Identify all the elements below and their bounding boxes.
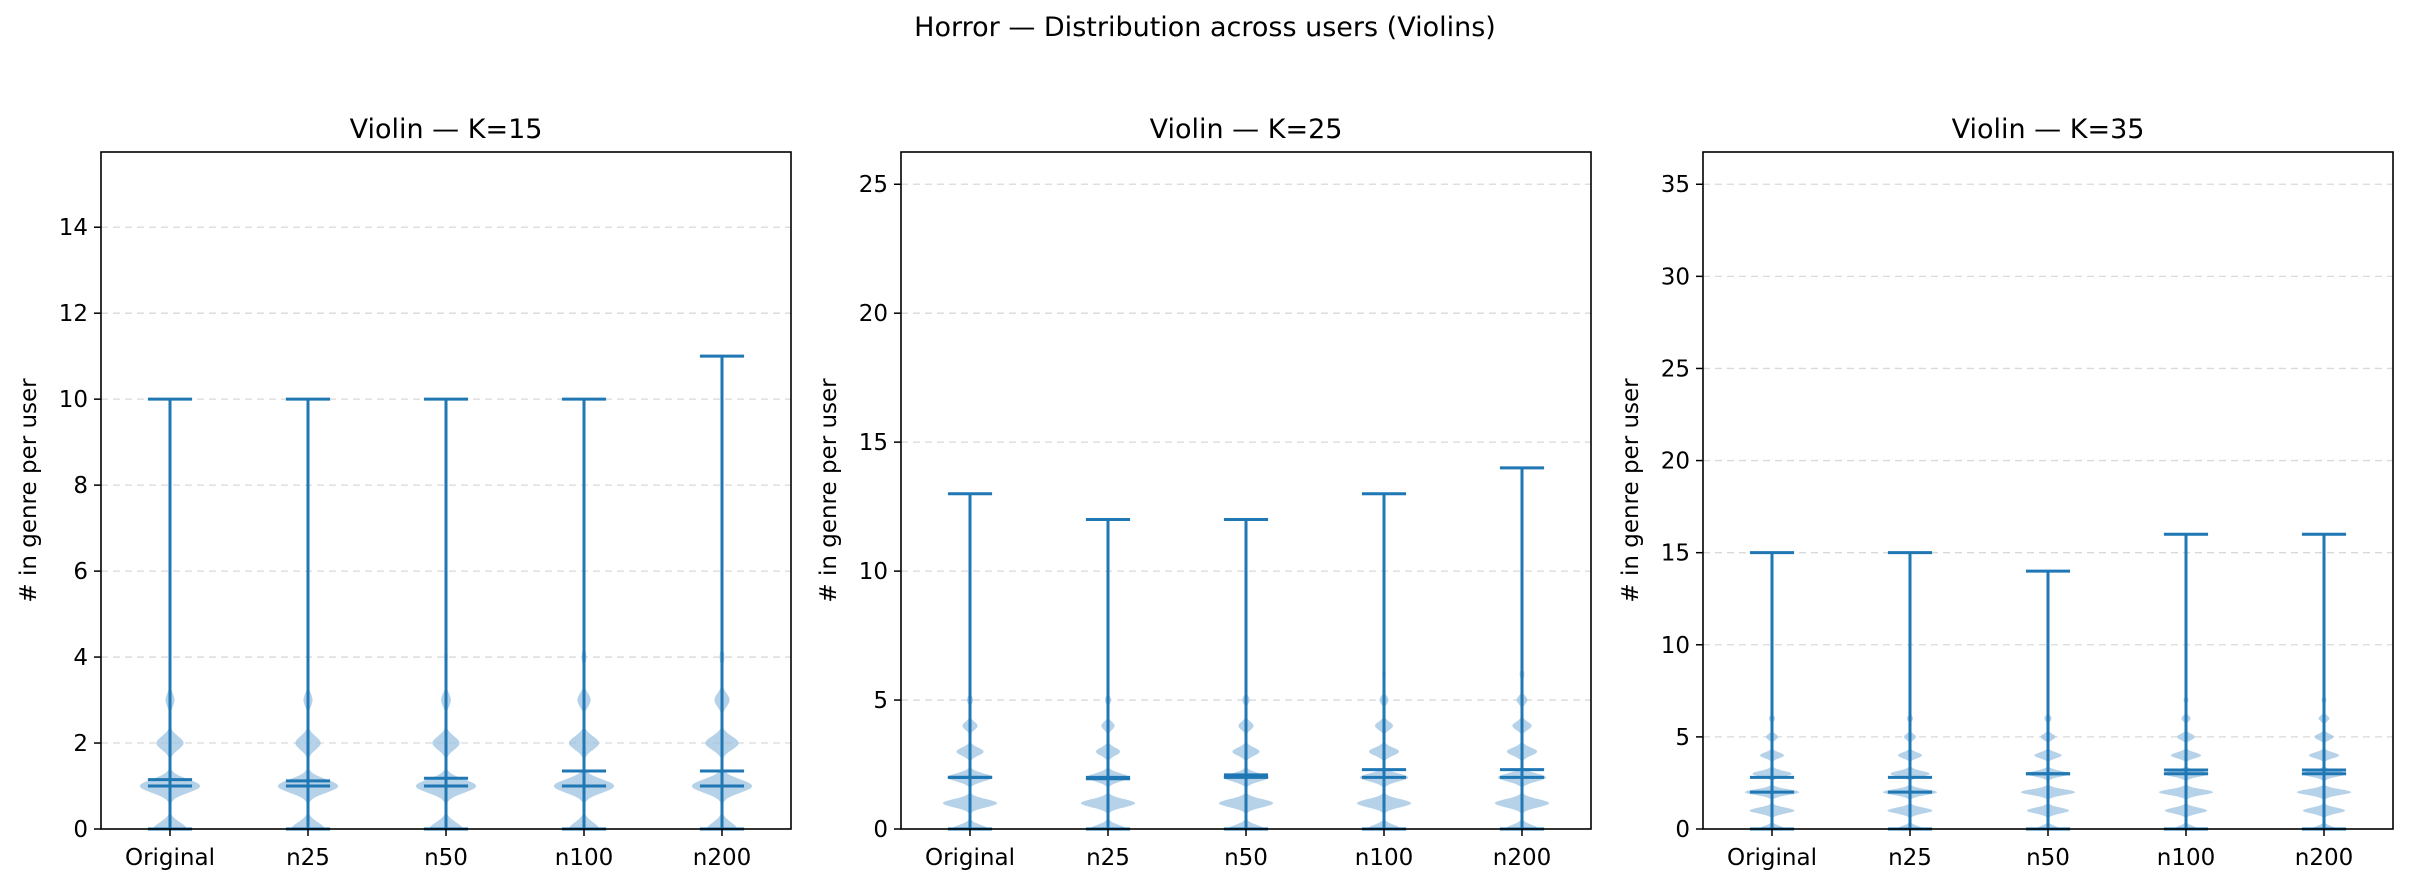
x-tick-label: Original — [925, 845, 1015, 871]
chart-title: Violin — K=35 — [1952, 114, 2145, 145]
y-tick-label: 6 — [73, 559, 88, 585]
y-tick-label: 20 — [859, 301, 888, 327]
chart-panel-3: 0 5 10 15 20 25 30 35 Original n25 n50 n100 n200 Viol… — [1618, 114, 2394, 871]
y-tick-label: 25 — [859, 172, 888, 198]
x-tick-label: n200 — [2295, 845, 2353, 871]
y-tick-label: 0 — [73, 817, 88, 843]
y-axis-label: # in genre per user — [1618, 378, 1644, 603]
x-tick-label: n50 — [424, 845, 468, 871]
y-tick-label: 10 — [1661, 633, 1690, 659]
x-tick-label: n50 — [2026, 845, 2070, 871]
y-tick-label: 10 — [859, 559, 888, 585]
y-tick-label: 4 — [73, 645, 88, 671]
chart-panel-1: 0 2 4 6 8 10 12 14 Original n25 n50 n100 n200 Violin … — [16, 114, 792, 871]
y-tick-label: 0 — [873, 817, 888, 843]
x-tick-label: n25 — [286, 845, 330, 871]
y-tick-label: 5 — [873, 688, 888, 714]
y-tick-label: 25 — [1661, 356, 1690, 382]
x-tick-label: Original — [125, 845, 215, 871]
x-tick-label: n200 — [1493, 845, 1551, 871]
y-tick-label: 35 — [1661, 172, 1690, 198]
y-tick-label: 15 — [859, 430, 888, 456]
x-tick-label: n25 — [1888, 845, 1932, 871]
y-axis-label: # in genre per user — [16, 378, 42, 603]
y-tick-label: 2 — [73, 731, 88, 757]
y-tick-label: 15 — [1661, 541, 1690, 567]
x-tick-label: n25 — [1086, 845, 1130, 871]
y-tick-label: 10 — [59, 387, 88, 413]
y-tick-label: 5 — [1675, 725, 1690, 751]
x-tick-label: n200 — [693, 845, 751, 871]
y-tick-label: 8 — [73, 473, 88, 499]
x-tick-label: n100 — [2157, 845, 2215, 871]
y-axis-label: # in genre per user — [816, 378, 842, 603]
x-tick-label: n100 — [1355, 845, 1413, 871]
x-tick-label: Original — [1727, 845, 1817, 871]
y-tick-label: 30 — [1661, 264, 1690, 290]
chart-panel-2: 0 5 10 15 20 25 Original n25 n50 n100 n200 Violin —… — [816, 114, 1592, 871]
y-tick-label: 14 — [59, 215, 88, 241]
y-tick-label: 20 — [1661, 449, 1690, 475]
chart-title: Violin — K=15 — [350, 114, 543, 145]
y-tick-label: 0 — [1675, 817, 1690, 843]
figure-title: Horror — Distribution across users (Viol… — [914, 12, 1496, 43]
chart-title: Violin — K=25 — [1150, 114, 1343, 145]
y-tick-label: 12 — [59, 301, 88, 327]
x-tick-label: n50 — [1224, 845, 1268, 871]
x-tick-label: n100 — [555, 845, 613, 871]
